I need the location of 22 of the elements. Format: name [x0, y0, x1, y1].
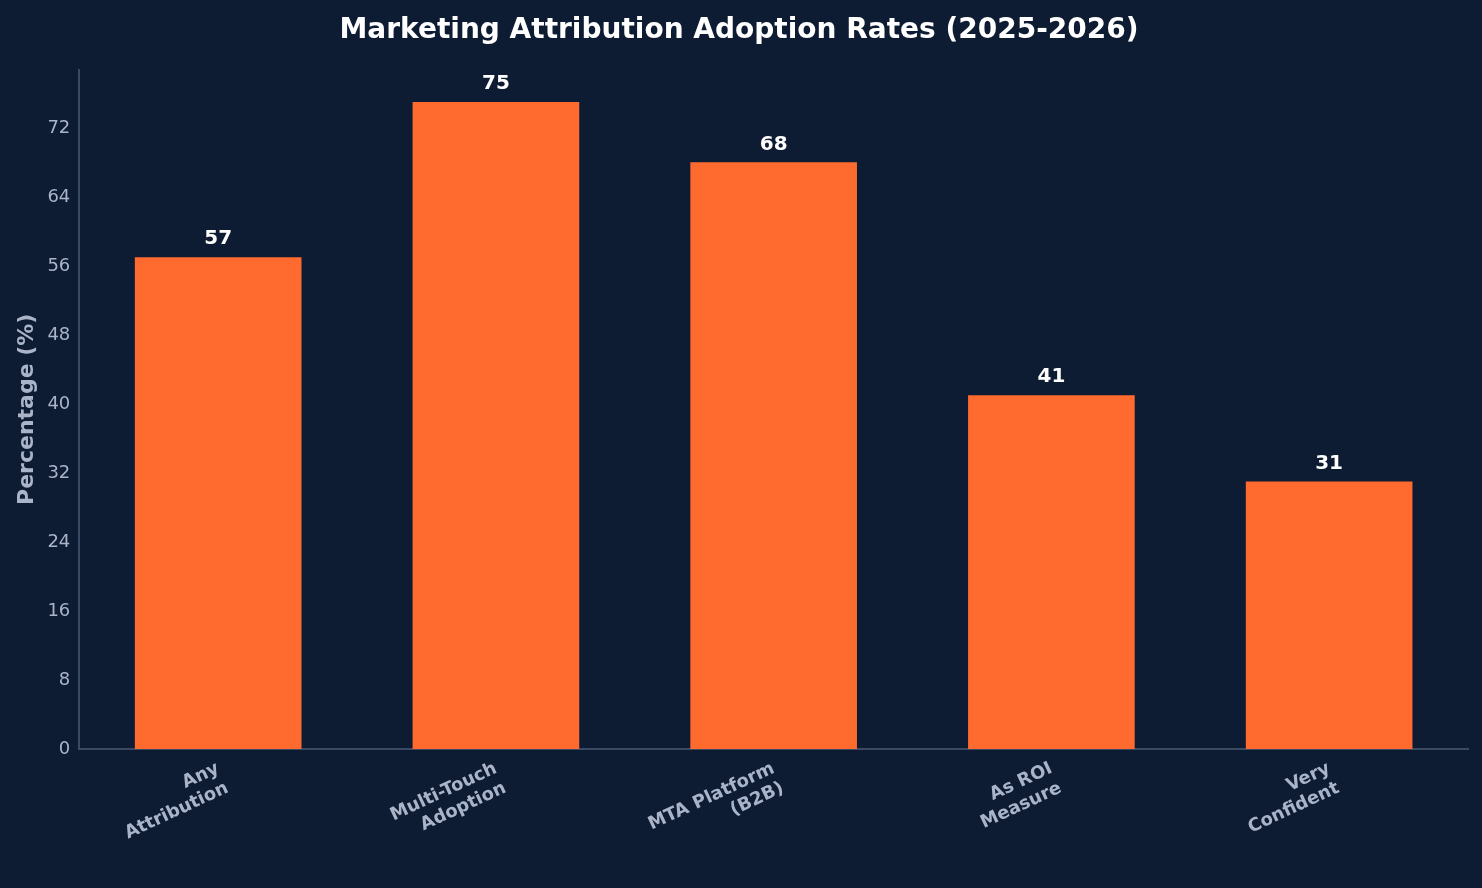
y-tick-label: 40 — [47, 391, 71, 413]
y-tick-label: 16 — [47, 598, 71, 620]
data-label: 68 — [759, 130, 788, 155]
y-axis-title: Percentage (%) — [12, 313, 38, 505]
y-tick-label: 72 — [47, 115, 71, 137]
bar — [968, 395, 1135, 749]
y-tick-label: 32 — [47, 460, 71, 482]
data-label: 31 — [1315, 449, 1344, 474]
y-tick-label: 48 — [47, 322, 71, 344]
y-tick-label: 8 — [58, 667, 71, 689]
chart-title: Marketing Attribution Adoption Rates (2025-2026) — [339, 12, 1139, 46]
bar — [134, 257, 302, 749]
bar — [412, 101, 580, 749]
data-label: 75 — [481, 70, 510, 95]
y-tick-label: 0 — [58, 736, 71, 758]
bar — [1245, 481, 1413, 749]
y-tick-label: 64 — [47, 184, 71, 206]
data-label: 41 — [1037, 363, 1066, 388]
bar — [690, 162, 857, 749]
data-label: 57 — [204, 225, 233, 250]
y-tick-label: 24 — [47, 529, 71, 551]
y-tick-label: 56 — [47, 253, 71, 275]
